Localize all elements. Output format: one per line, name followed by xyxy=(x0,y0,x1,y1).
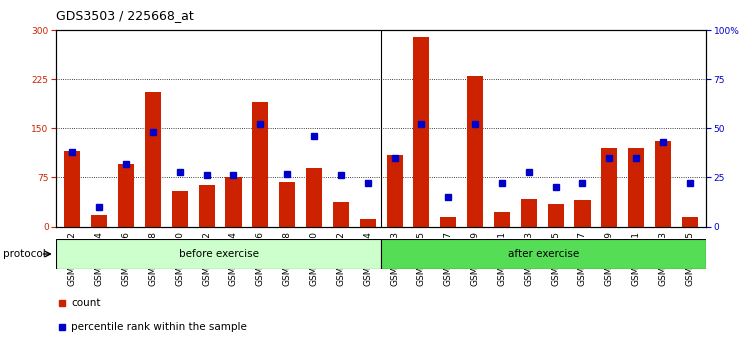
Text: before exercise: before exercise xyxy=(179,249,259,259)
Bar xyxy=(387,154,403,227)
Bar xyxy=(575,200,590,227)
Bar xyxy=(118,164,134,227)
Bar xyxy=(628,148,644,227)
Bar xyxy=(145,92,161,227)
Bar xyxy=(682,217,698,227)
Bar xyxy=(655,141,671,227)
Bar xyxy=(381,239,706,269)
Text: GDS3503 / 225668_at: GDS3503 / 225668_at xyxy=(56,9,194,22)
Bar xyxy=(252,102,268,227)
Bar xyxy=(467,76,483,227)
Bar xyxy=(198,185,215,227)
Bar xyxy=(520,199,537,227)
Bar xyxy=(172,190,188,227)
Bar xyxy=(91,215,107,227)
Bar xyxy=(333,202,349,227)
Bar xyxy=(440,217,457,227)
Bar xyxy=(413,36,430,227)
Text: count: count xyxy=(71,298,101,308)
Bar xyxy=(602,148,617,227)
Text: after exercise: after exercise xyxy=(508,249,579,259)
Bar xyxy=(65,151,80,227)
Bar xyxy=(360,219,376,227)
Bar xyxy=(494,212,510,227)
Bar xyxy=(306,167,322,227)
Bar xyxy=(225,177,242,227)
Bar xyxy=(279,182,295,227)
Bar xyxy=(547,204,564,227)
Text: protocol: protocol xyxy=(3,249,46,259)
Bar xyxy=(56,239,381,269)
Text: percentile rank within the sample: percentile rank within the sample xyxy=(71,322,247,332)
